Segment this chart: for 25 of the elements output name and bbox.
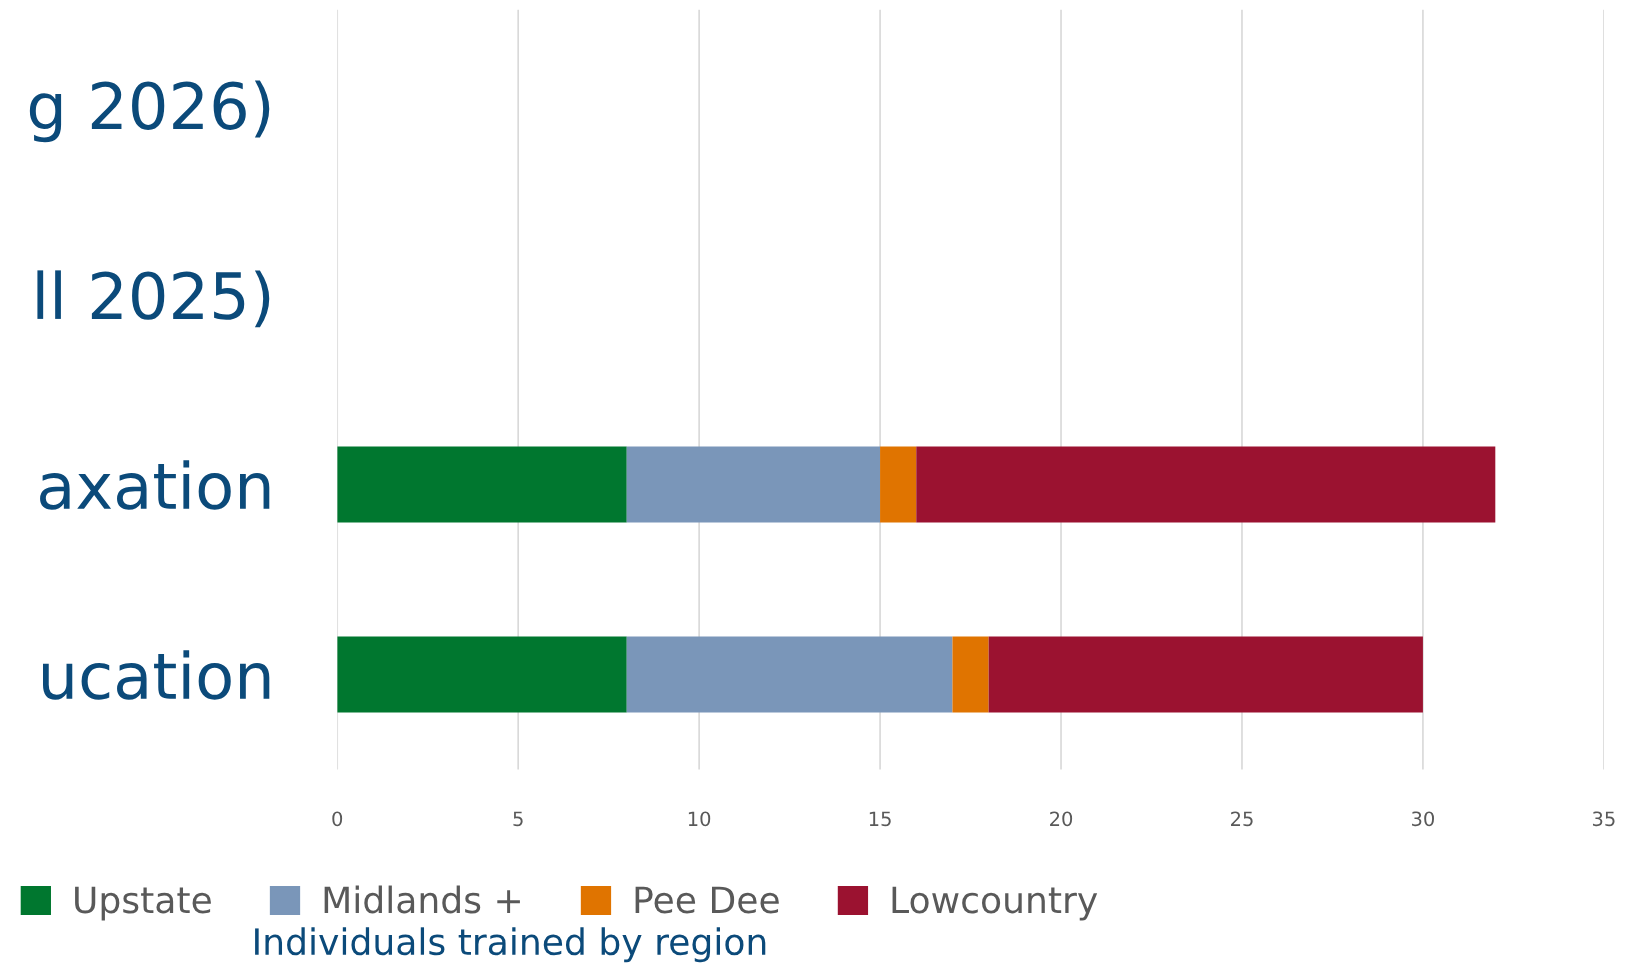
legend-label: Pee Dee [635,886,779,914]
bar [916,446,1496,523]
x-tick-label: 10 [688,811,711,827]
bar [626,446,881,523]
y-tick-label: ucation [43,650,270,700]
x-tick-label: 0 [332,811,343,827]
x-tick-label: 25 [1231,811,1253,827]
text: Individuals trained by region [255,927,766,963]
bar [626,636,953,713]
x-tick-label: 20 [1050,811,1073,827]
y-tick-label: axation [40,460,270,510]
bar [952,636,989,713]
legend-label: Midlands + [324,885,520,914]
y-tick-label: g 2026) [29,80,270,143]
legend-label: Lowcountry [892,886,1098,921]
bar [988,636,1423,713]
bar [337,636,627,713]
bar [337,446,627,523]
x-tick-label: 15 [869,811,891,827]
x-tick-label: 5 [513,811,523,827]
x-tick-label: 30 [1412,811,1434,827]
bar [880,446,917,523]
y-tick-label: ll 2025) [37,270,270,328]
x-tick-label: 35 [1592,811,1615,827]
legend-label: Upstate [75,886,211,921]
